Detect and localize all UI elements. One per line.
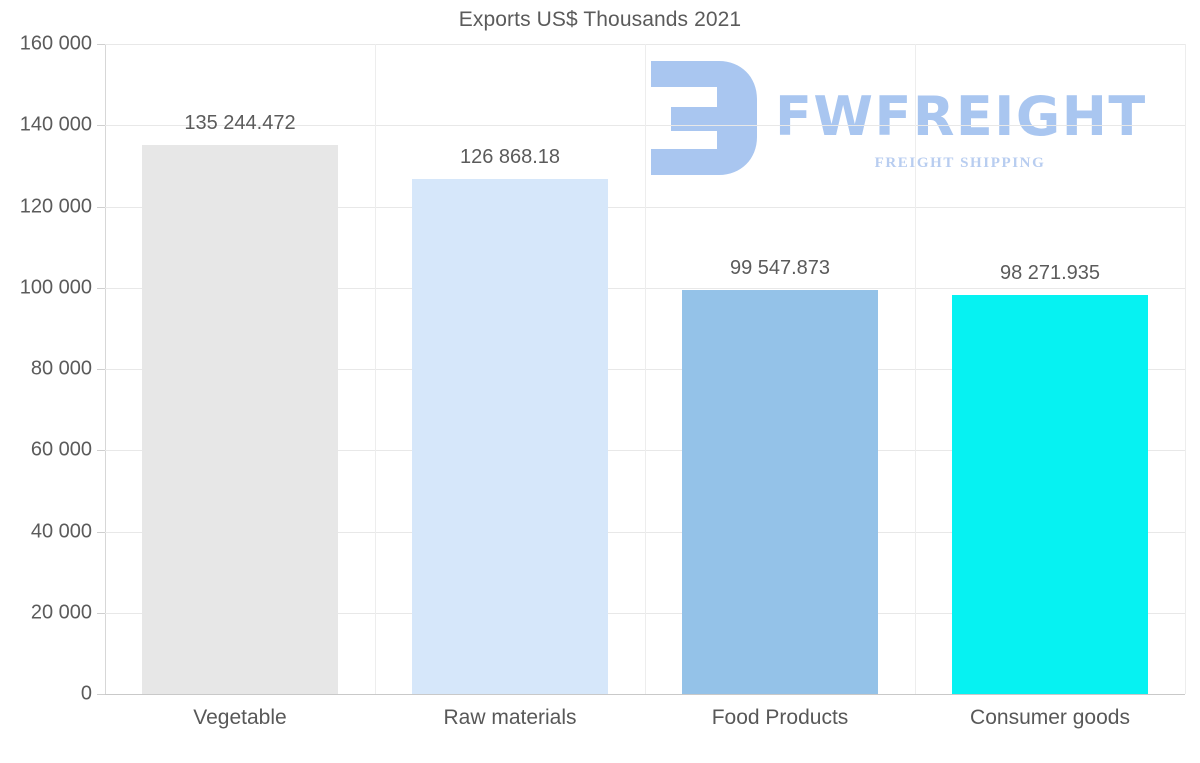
bar-value-label: 98 271.935 xyxy=(999,261,1101,284)
gridline-horizontal xyxy=(105,694,1185,695)
gridline-vertical xyxy=(915,44,916,694)
bar-value-label: 99 547.873 xyxy=(729,256,831,279)
x-axis-tick-label: Consumer goods xyxy=(970,706,1130,729)
bar-food-products[interactable] xyxy=(682,289,878,694)
chart-title: Exports US$ Thousands 2021 xyxy=(458,8,742,31)
x-axis-tick-label: Food Products xyxy=(711,706,849,729)
bar-vegetable[interactable] xyxy=(142,144,338,694)
bar-value-label: 126 868.18 xyxy=(459,145,561,168)
gridline-vertical xyxy=(1185,44,1186,694)
y-axis-tick-label: 100 000 xyxy=(19,276,92,299)
y-axis-tick-label: 0 xyxy=(80,682,92,705)
x-axis-tick-label: Vegetable xyxy=(193,706,287,729)
y-axis-tick-label: 80 000 xyxy=(30,357,92,380)
y-axis-tick-label: 40 000 xyxy=(30,520,92,542)
y-tick-mark xyxy=(97,694,105,695)
y-tick-mark xyxy=(97,450,105,452)
bar-value-label: 135 244.472 xyxy=(184,111,296,134)
gridline-vertical xyxy=(645,44,646,694)
y-axis-tick-label: 20 000 xyxy=(30,601,92,624)
y-tick-mark xyxy=(97,206,105,208)
y-axis-tick-label: 140 000 xyxy=(19,113,92,136)
y-tick-mark xyxy=(97,125,105,127)
bar-raw-materials[interactable] xyxy=(412,178,608,694)
bar-consumer-goods[interactable] xyxy=(952,294,1148,694)
y-axis-tick-label: 120 000 xyxy=(19,195,92,217)
y-tick-mark xyxy=(97,612,105,614)
plot-area: 135 244.472 126 868.18 99 547.873 98 271.93… xyxy=(105,44,1186,695)
y-axis-tick-label: 160 000 xyxy=(19,32,92,55)
gridline-vertical xyxy=(375,44,376,694)
y-tick-mark xyxy=(97,531,105,533)
x-axis-tick-label: Raw materials xyxy=(443,706,577,729)
y-tick-mark xyxy=(97,369,105,370)
y-tick-mark xyxy=(97,44,105,45)
y-tick-mark xyxy=(97,287,105,289)
y-axis-tick-label: 60 000 xyxy=(30,438,92,461)
